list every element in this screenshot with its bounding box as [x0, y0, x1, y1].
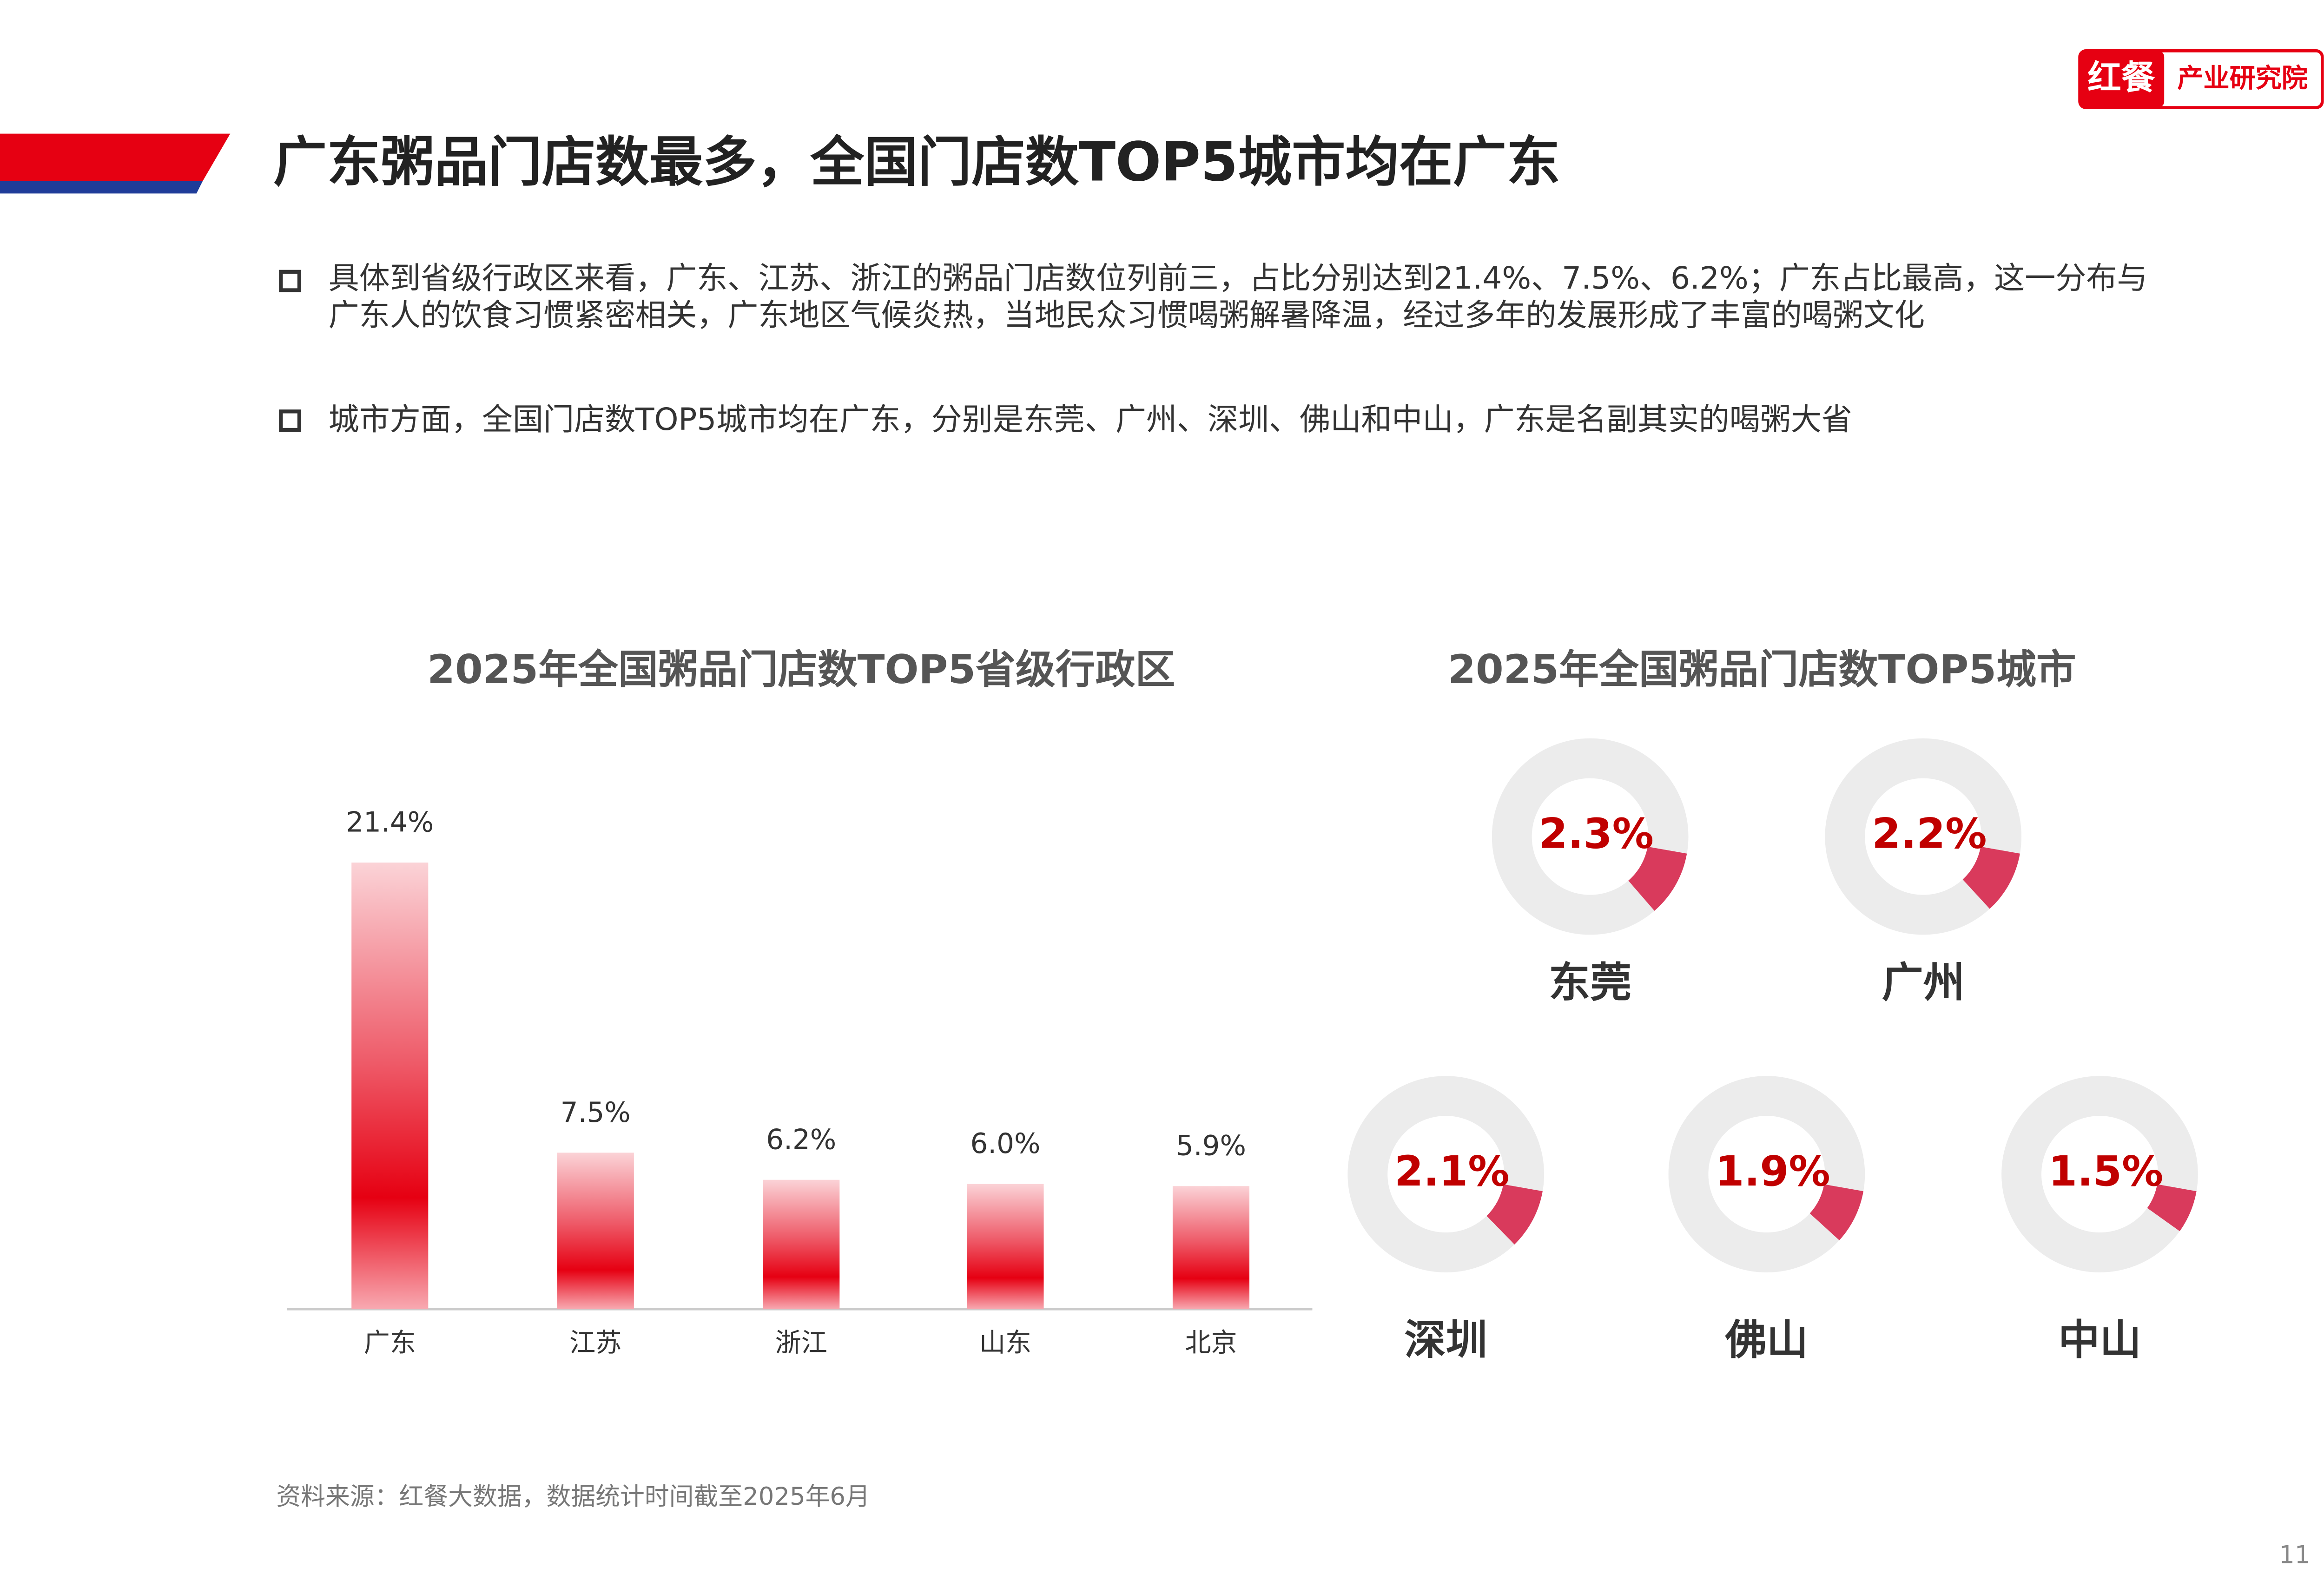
chart-title: 2025年全国粥品门店数TOP5省级行政区 [427, 646, 1175, 693]
category-label: 深圳 [1405, 1316, 1487, 1364]
bullet: 具体到省级行政区来看，广东、江苏、浙江的粥品门店数位列前三，占比分别达到21.4… [328, 261, 2148, 333]
title-stripe [0, 181, 203, 194]
value-label: 1.5% [2048, 1147, 2163, 1196]
chart-title: 2025年全国粥品门店数TOP5城市 [1448, 646, 2076, 693]
x-tick-label: 北京 [1185, 1328, 1237, 1358]
bullet-icon [279, 270, 302, 292]
category-label: 广州 [1882, 959, 1965, 1007]
value-label: 2.3% [1539, 810, 1654, 858]
donut-track [1668, 1076, 1865, 1272]
bar [557, 1153, 634, 1310]
logo-sub: 产业研究院 [2177, 64, 2308, 94]
logo-text: 红餐 [2087, 59, 2155, 98]
value-label: 6.0% [970, 1128, 1040, 1160]
donut-segment [1809, 1184, 1864, 1240]
donut-segment [1486, 1184, 1543, 1245]
bullet-icon [279, 409, 302, 432]
x-tick-label: 浙江 [775, 1328, 827, 1358]
bar [1172, 1186, 1250, 1310]
value-label: 1.9% [1715, 1147, 1830, 1196]
value-label: 7.5% [561, 1097, 631, 1129]
x-tick-label: 广东 [364, 1328, 416, 1358]
x-tick-label: 江苏 [569, 1328, 621, 1358]
donut-segment [2147, 1184, 2197, 1232]
bullet-box: 城市方面，全国门店数TOP5城市均在广东，分别是东莞、广州、深圳、佛山和中山，广… [328, 402, 1853, 438]
source: 资料来源：红餐大数据，数据统计时间截至2025年6月 [276, 1482, 870, 1511]
category-label: 中山 [2058, 1316, 2141, 1364]
donut-track [1825, 738, 2022, 935]
donut-segment [1628, 846, 1687, 911]
donut-track [1347, 1076, 1545, 1272]
bullet-box: 具体到省级行政区来看，广东、江苏、浙江的粥品门店数位列前三，占比分别达到21.4… [328, 261, 2148, 333]
logo-red [2080, 51, 2165, 108]
page-number: 11 [2279, 1541, 2310, 1569]
donut-track [2001, 1076, 2198, 1272]
category-label: 佛山 [1725, 1316, 1808, 1364]
page-title: 广东粥品门店数最多，全国门店数TOP5城市均在广东 [273, 132, 1560, 194]
bar [763, 1179, 840, 1310]
value-label: 21.4% [346, 807, 434, 839]
donut-track [1492, 738, 1689, 935]
donut-segment [1962, 846, 2020, 909]
bar [351, 863, 429, 1310]
value-label: 5.9% [1176, 1130, 1246, 1162]
category-label: 东莞 [1549, 959, 1631, 1007]
x-tick-label: 山东 [979, 1328, 1031, 1358]
bullet: 城市方面，全国门店数TOP5城市均在广东，分别是东莞、广州、深圳、佛山和中山，广… [328, 402, 1853, 438]
value-label: 2.1% [1394, 1147, 1509, 1196]
value-label: 6.2% [766, 1124, 836, 1156]
bar [967, 1184, 1044, 1310]
title-bar [0, 133, 231, 182]
value-label: 2.2% [1872, 810, 1987, 858]
